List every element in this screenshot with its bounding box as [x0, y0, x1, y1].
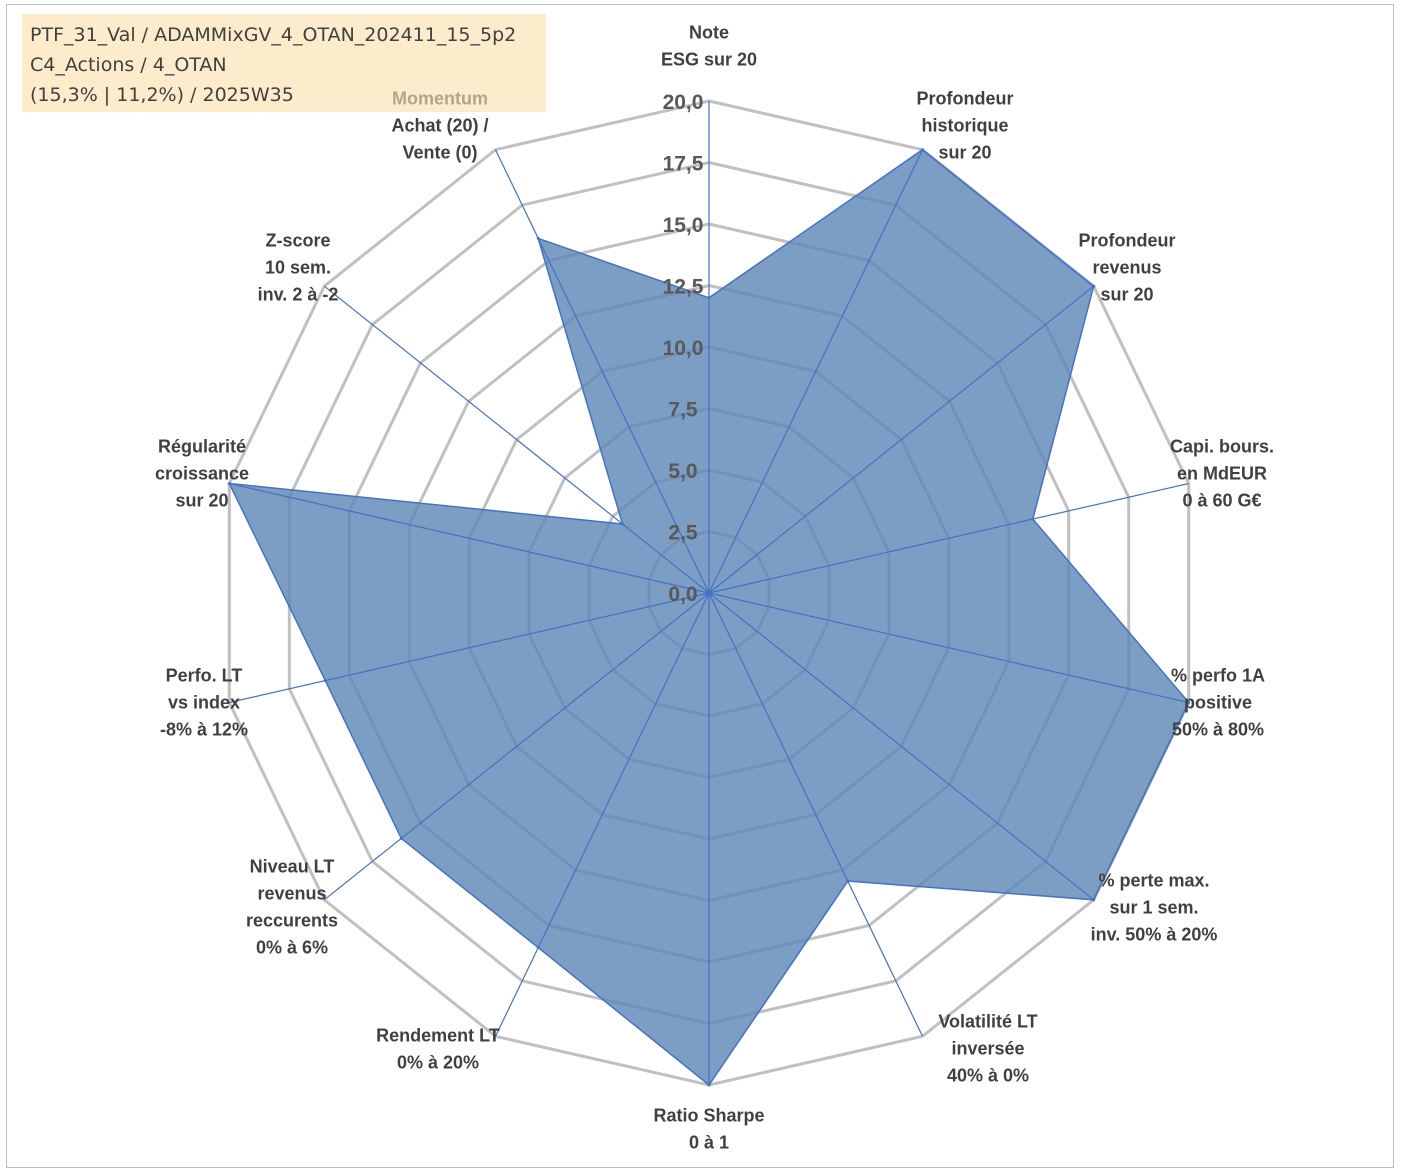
- tick-label: 5,0: [668, 460, 697, 483]
- data-point: [536, 946, 540, 950]
- tick-label: 0,0: [668, 583, 697, 606]
- axis-label-line: Vente (0): [402, 142, 477, 162]
- portfolio-info-box: PTF_31_Val / ADAMMixGV_4_OTAN_202411_15_…: [22, 14, 546, 112]
- data-point: [1092, 898, 1096, 902]
- axis-label-line: historique: [921, 115, 1008, 135]
- axis-label-line: sur 20: [175, 490, 228, 510]
- axis-label: Momentum Achat (20) / Vente (0): [391, 88, 488, 162]
- axis-label-line: Volatilité LT: [938, 1011, 1037, 1031]
- axis-label: Perfo. LT vs index -8% à 12%: [160, 665, 248, 739]
- axis-label-line: en MdEUR: [1177, 463, 1267, 483]
- axis-spoke: [708, 592, 1095, 901]
- axis-spoke: [708, 592, 1189, 704]
- axis-spoke: [229, 592, 710, 704]
- axis-label-line: % perfo 1A: [1171, 665, 1265, 685]
- axis-label-line: Z-score: [265, 230, 330, 250]
- axis-spoke: [494, 592, 710, 1037]
- data-point: [707, 1083, 711, 1087]
- tick-label: 12,5: [663, 276, 704, 299]
- axis-label-line: Achat (20) /: [391, 115, 488, 135]
- axis-label-line: Note: [689, 22, 729, 42]
- axis-label: Capi. bours. en MdEUR 0 à 60 G€: [1170, 436, 1274, 510]
- axis-spoke: [494, 149, 710, 594]
- data-point: [1187, 701, 1191, 704]
- tick-label: 7,5: [668, 399, 698, 422]
- tick-label: 17,5: [663, 153, 704, 176]
- axis-spoke: [708, 149, 924, 594]
- data-point: [846, 879, 850, 883]
- axis-label-line: revenus: [1092, 257, 1161, 277]
- axis-spoke: [708, 285, 1095, 594]
- axis-label: % perte max. sur 1 sem. inv. 50% à 20%: [1091, 870, 1218, 944]
- axis-label-line: Ratio Sharpe: [653, 1105, 764, 1125]
- axis-label-line: Profondeur: [1079, 230, 1176, 250]
- axis-label-line: sur 1 sem.: [1109, 897, 1198, 917]
- info-line-portfolio: PTF_31_Val / ADAMMixGV_4_OTAN_202411_15_…: [30, 24, 517, 46]
- data-point: [621, 522, 624, 526]
- tick-label: 2,5: [668, 522, 698, 545]
- axis-label-line: Régularité: [158, 436, 246, 456]
- data-point: [399, 836, 403, 840]
- axis-label-line: % perte max.: [1098, 870, 1209, 890]
- info-line-category: C4_Actions / 4_OTAN: [30, 54, 227, 76]
- data-point: [707, 296, 711, 300]
- axis-label-line: Rendement LT: [376, 1025, 500, 1045]
- axis-label: Note ESG sur 20: [661, 22, 757, 69]
- axis-spoke: [323, 592, 710, 901]
- axis-spoke: [708, 482, 1189, 594]
- chart-frame: [6, 4, 1394, 1168]
- axis-label-line: Momentum: [392, 88, 488, 108]
- axis-label-line: 50% à 80%: [1172, 719, 1264, 739]
- axis-label-line: sur 20: [938, 142, 991, 162]
- axis-label-line: inv. 2 à -2: [258, 284, 339, 304]
- axis-label: Ratio Sharpe 0 à 1: [653, 1105, 764, 1152]
- data-point: [1031, 517, 1035, 521]
- axis-label-line: revenus: [257, 883, 326, 903]
- axis-label-line: -8% à 12%: [160, 719, 248, 739]
- info-line-performance: (15,3% | 11,2%) / 2025W35: [30, 84, 294, 106]
- axis-label: % perfo 1A positive 50% à 80%: [1171, 665, 1265, 739]
- axis-spoke: [229, 482, 710, 594]
- axis-label-line: Profondeur: [917, 88, 1014, 108]
- axis-label-line: vs index: [168, 692, 240, 712]
- axis-label-line: sur 20: [1100, 284, 1153, 304]
- axis-label-line: Capi. bours.: [1170, 436, 1274, 456]
- axis-label: Volatilité LT inversée 40% à 0%: [938, 1011, 1037, 1085]
- axis-label: Rendement LT 0% à 20%: [376, 1025, 500, 1072]
- axis-label-line: 0% à 20%: [397, 1052, 479, 1072]
- axis-label-line: ESG sur 20: [661, 49, 757, 69]
- axis-label: Régularité croissance sur 20: [155, 436, 249, 510]
- axis-spoke: [323, 285, 710, 594]
- data-point: [323, 679, 327, 683]
- axis-label: Profondeur revenus sur 20: [1079, 230, 1176, 304]
- tick-label: 15,0: [663, 214, 704, 237]
- axis-label-line: positive: [1184, 692, 1252, 712]
- axis-label-line: 0 à 1: [689, 1132, 729, 1152]
- axis-label: Profondeur historique sur 20: [917, 88, 1014, 162]
- axis-label-line: croissance: [155, 463, 249, 483]
- axis-label-line: 40% à 0%: [947, 1065, 1029, 1085]
- axis-label: Niveau LT revenus reccurents 0% à 6%: [246, 856, 338, 957]
- tick-label: 20,0: [663, 91, 704, 114]
- axis-spoke: [708, 592, 924, 1037]
- tick-label: 10,0: [663, 337, 704, 360]
- data-point: [921, 148, 924, 152]
- axis-label-line: Perfo. LT: [166, 665, 243, 685]
- axis-label-line: inversée: [951, 1038, 1024, 1058]
- axis-label: Z-score 10 sem. inv. 2 à -2: [258, 230, 339, 304]
- data-point: [227, 482, 231, 485]
- data-point: [1092, 284, 1096, 288]
- data-point: [536, 236, 540, 240]
- axis-label-line: reccurents: [246, 910, 338, 930]
- axis-label-line: 0 à 60 G€: [1182, 490, 1261, 510]
- axis-label-line: inv. 50% à 20%: [1091, 924, 1218, 944]
- axis-label-line: Niveau LT: [250, 856, 335, 876]
- axis-label-line: 0% à 6%: [256, 937, 328, 957]
- axis-label-line: 10 sem.: [265, 257, 331, 277]
